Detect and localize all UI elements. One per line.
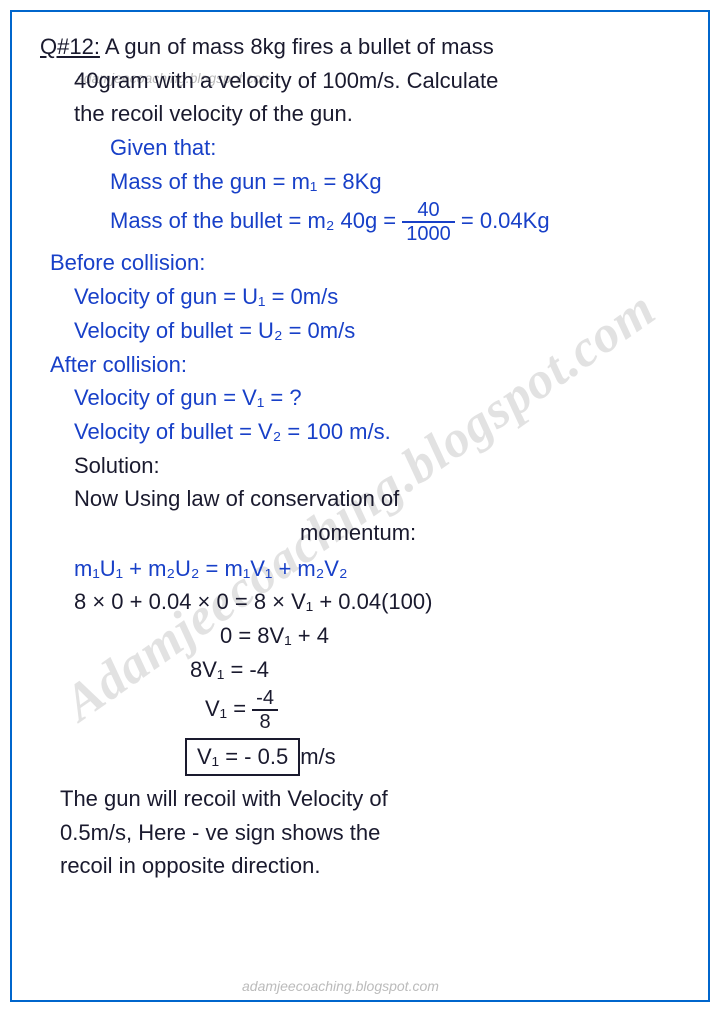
question-line-1: Q#12: A gun of mass 8kg fires a bullet o… — [40, 32, 680, 62]
answer-line: V₁ = - 0.5m/s — [185, 738, 680, 776]
conclusion-1: The gun will recoil with Velocity of — [60, 784, 680, 814]
eq5-fraction: -48 — [252, 688, 278, 732]
given-fraction: 401000 — [402, 200, 455, 244]
solution-intro-2: momentum: — [300, 518, 680, 548]
after-line-2: Velocity of bullet = V₂ = 100 m/s. — [74, 417, 680, 447]
conclusion-2: 0.5m/s, Here - ve sign shows the — [60, 818, 680, 848]
equation-5: V₁ = -48 — [205, 688, 680, 732]
watermark-bottom: adamjeecoaching.blogspot.com — [242, 978, 439, 994]
given-line-2: Mass of the bullet = m₂ 40g = 401000 = 0… — [110, 200, 680, 244]
given-heading: Given that: — [110, 133, 680, 163]
eq5-den: 8 — [252, 711, 278, 732]
after-line-1: Velocity of gun = V₁ = ? — [74, 383, 680, 413]
equation-3: 0 = 8V₁ + 4 — [220, 621, 680, 651]
given-l2-left: Mass of the bullet = m₂ 40g = — [110, 208, 402, 233]
solution-intro-1: Now Using law of conservation of — [74, 484, 680, 514]
question-text-1: A gun of mass 8kg fires a bullet of mass — [105, 34, 494, 59]
given-l2-right: = 0.04Kg — [455, 208, 550, 233]
equation-1: m₁U₁ + m₂U₂ = m₁V₁ + m₂V₂ — [74, 554, 680, 584]
before-line-2: Velocity of bullet = U₂ = 0m/s — [74, 316, 680, 346]
equation-4: 8V₁ = -4 — [190, 655, 680, 685]
question-line-2: 40gram with a velocity of 100m/s. Calcul… — [74, 66, 680, 96]
answer-unit: m/s — [300, 744, 335, 769]
eq5-left: V₁ = — [205, 696, 252, 721]
eq5-num: -4 — [252, 688, 278, 711]
frac-num: 40 — [402, 200, 455, 223]
before-line-1: Velocity of gun = U₁ = 0m/s — [74, 282, 680, 312]
question-label: Q#12: — [40, 34, 100, 59]
before-heading: Before collision: — [50, 248, 680, 278]
conclusion-3: recoil in opposite direction. — [60, 851, 680, 881]
solution-heading: Solution: — [74, 451, 680, 481]
document-content: Q#12: A gun of mass 8kg fires a bullet o… — [40, 32, 680, 881]
after-heading: After collision: — [50, 350, 680, 380]
page-border: adamjeecoaching.blogspot.com Adamjeecoac… — [10, 10, 710, 1002]
frac-den: 1000 — [402, 223, 455, 244]
question-line-3: the recoil velocity of the gun. — [74, 99, 680, 129]
answer-box: V₁ = - 0.5 — [185, 738, 300, 776]
equation-2: 8 × 0 + 0.04 × 0 = 8 × V₁ + 0.04(100) — [74, 587, 680, 617]
given-line-1: Mass of the gun = m₁ = 8Kg — [110, 167, 680, 197]
